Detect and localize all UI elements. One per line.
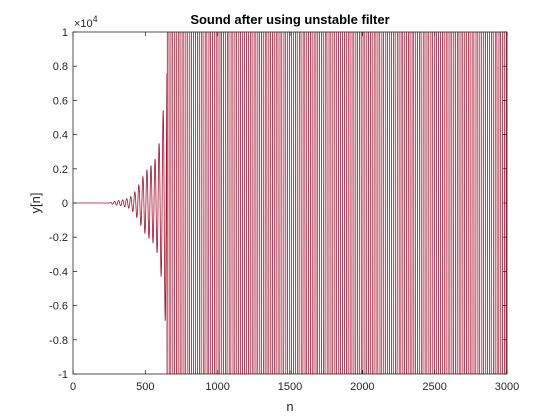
x-tick-label: 2500: [422, 381, 446, 393]
x-axis: 0 500 1000 1500 2000 2500 3000: [70, 32, 519, 393]
y-tick-label: -0.8: [49, 335, 68, 347]
y-exponent-base: ×10: [74, 18, 93, 30]
y-tick-label: 0.4: [53, 130, 68, 142]
signal-line: [73, 32, 507, 374]
y-tick-label: 0.6: [53, 95, 68, 107]
y-axis: -1 -0.8 -0.6 -0.4 -0.2 0 0.2 0.4 0.6 0.8 1: [49, 27, 507, 381]
y-exponent-label: ×104: [74, 14, 98, 30]
y-tick-label: -0.4: [49, 266, 68, 278]
y-tick-label: 0.2: [53, 164, 68, 176]
y-tick-label: -1: [58, 369, 68, 381]
signal-series: [73, 32, 507, 374]
x-tick-label: 500: [136, 381, 154, 393]
y-tick-label: 0.8: [53, 61, 68, 73]
x-tick-label: 1500: [278, 381, 302, 393]
x-tick-label: 1000: [205, 381, 229, 393]
y-tick-label: -0.2: [49, 232, 68, 244]
y-axis-label: y[n]: [28, 193, 43, 214]
chart-title: Sound after using unstable filter: [190, 12, 389, 27]
y-tick-label: 1: [62, 27, 68, 39]
x-tick-label: 0: [70, 381, 76, 393]
y-exponent-power: 4: [93, 14, 98, 24]
x-tick-label: 2000: [350, 381, 374, 393]
x-tick-label: 3000: [495, 381, 519, 393]
y-tick-label: 0: [62, 198, 68, 210]
y-tick-label: -0.6: [49, 301, 68, 313]
x-axis-label: n: [286, 399, 293, 414]
